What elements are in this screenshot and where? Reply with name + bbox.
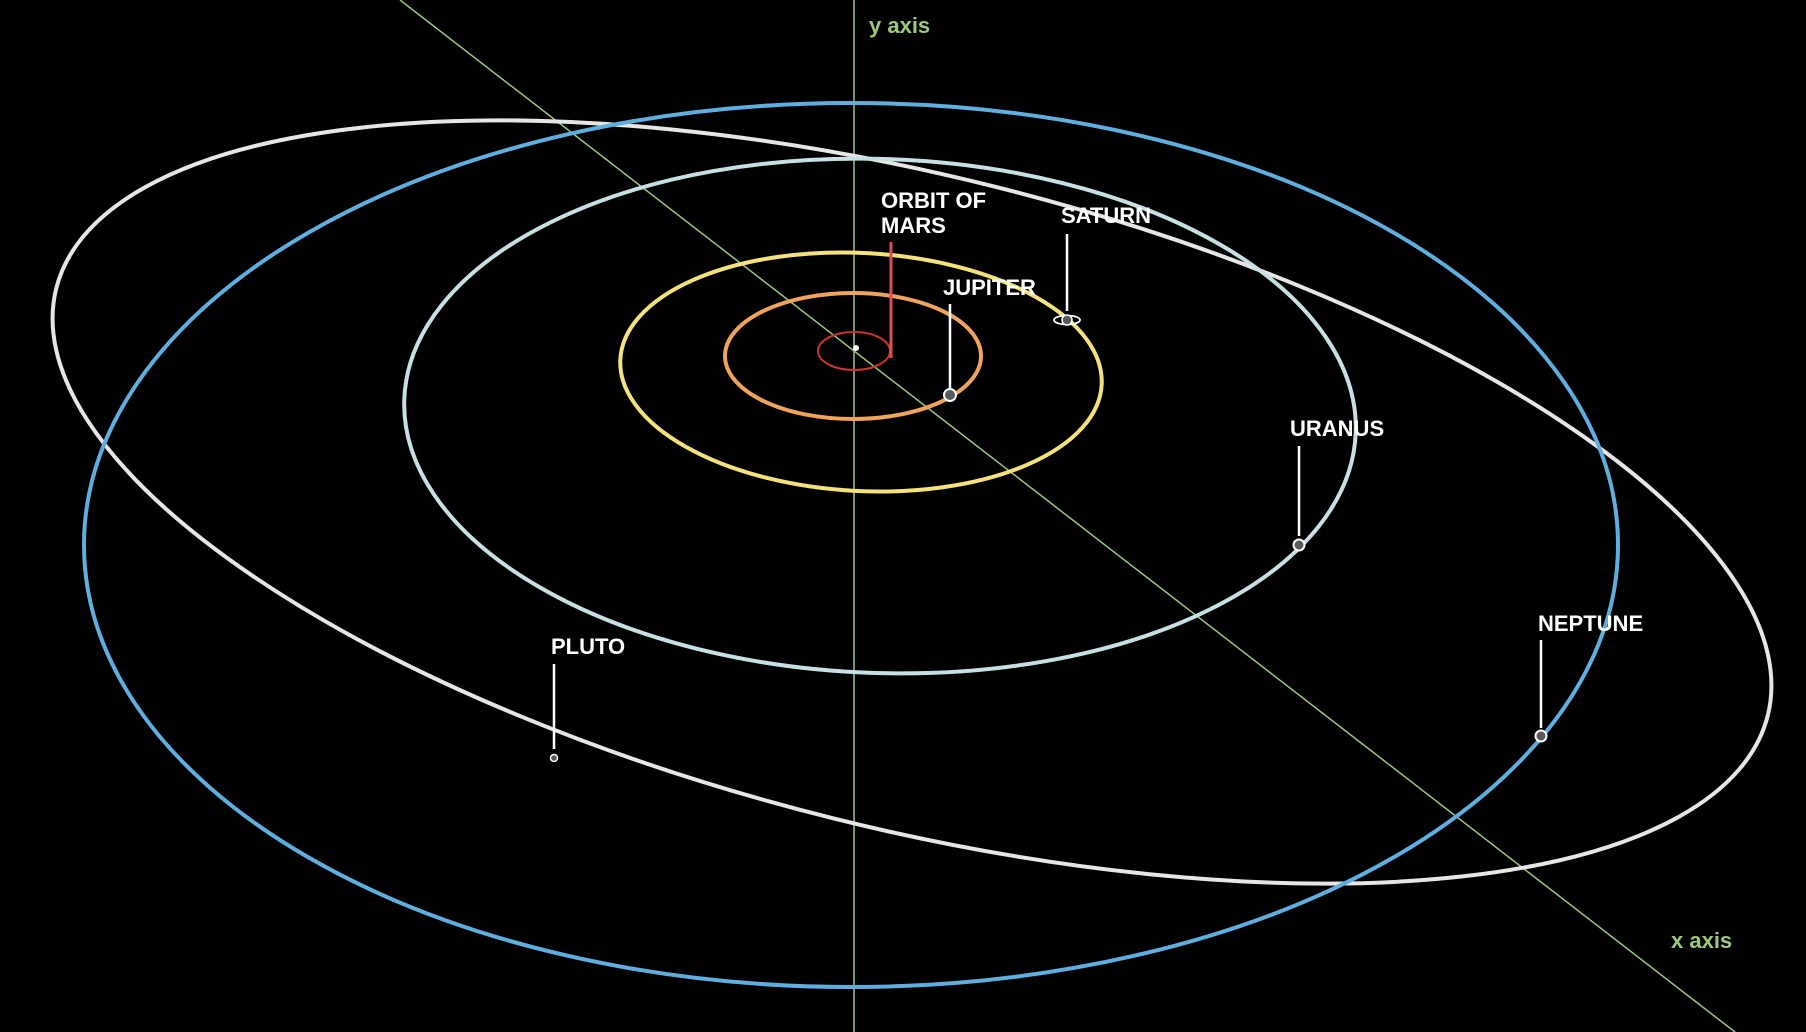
mars-label-line2: MARS bbox=[881, 213, 946, 238]
sun-dot bbox=[853, 345, 859, 351]
saturn-orbit bbox=[618, 250, 1104, 494]
x-axis-line bbox=[399, 0, 1736, 1032]
pluto-label: PLUTO bbox=[551, 634, 625, 659]
jupiter-planet bbox=[943, 388, 957, 402]
neptune-planet bbox=[1534, 729, 1548, 743]
neptune-label: NEPTUNE bbox=[1538, 611, 1643, 636]
uranus-orbit bbox=[402, 156, 1358, 676]
x-axis-label: x axis bbox=[1671, 928, 1732, 953]
neptune-orbit bbox=[82, 101, 1620, 989]
y-axis-label: y axis bbox=[869, 13, 930, 38]
mars-label-line1: ORBIT OF bbox=[881, 188, 986, 213]
pluto-planet bbox=[549, 753, 559, 763]
saturn-label: SATURN bbox=[1061, 203, 1151, 228]
jupiter-orbit bbox=[723, 291, 983, 421]
uranus-label: URANUS bbox=[1290, 416, 1384, 441]
jupiter-label: JUPITER bbox=[943, 275, 1036, 300]
saturn-planet bbox=[1061, 314, 1073, 326]
uranus-planet bbox=[1292, 538, 1306, 552]
